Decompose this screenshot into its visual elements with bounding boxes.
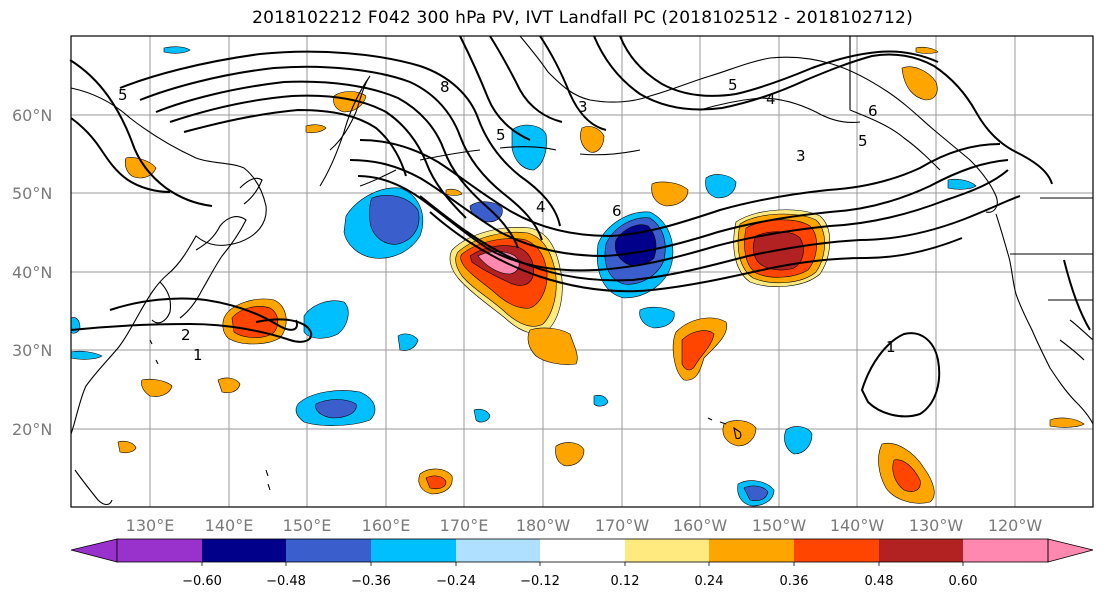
colorbar-tick-8: 0.48	[865, 574, 894, 589]
colorbar-tick-7: 0.36	[780, 574, 809, 589]
colorbar-tick-9: 0.60	[949, 574, 978, 589]
colorbar-tick-1: −0.48	[266, 574, 306, 589]
lon-label-180w: 180°W	[516, 516, 571, 535]
colorbar-seg-10	[963, 539, 1048, 562]
lon-label-130e: 130°E	[126, 516, 175, 535]
lat-label-60n: 60°N	[12, 106, 52, 125]
colorbar-extend-high	[1047, 538, 1094, 563]
map-title: 2018102212 F042 300 hPa PV, IVT Landfall…	[252, 8, 913, 28]
lon-label-140w: 140°W	[830, 516, 885, 535]
contour-label-5d: 5	[728, 76, 738, 94]
contour-label-6b: 6	[868, 102, 878, 120]
colorbar-seg-4	[456, 539, 540, 562]
colorbar-seg-7	[709, 539, 794, 562]
contour-labels: 2 1 3 5 5 6 8 3 4 1 5 5 4 6	[118, 76, 896, 364]
contours	[69, 35, 1091, 418]
contour-label-2: 2	[181, 326, 191, 344]
colorbar-tick-4: −0.12	[520, 574, 560, 589]
lon-label-120w: 120°W	[988, 516, 1043, 535]
contour-label-1b: 1	[886, 338, 896, 356]
colorbar-seg-3	[371, 539, 456, 562]
colorbar-extend-low	[70, 538, 118, 563]
colorbar-seg-5	[540, 539, 625, 562]
colorbar-seg-0	[117, 539, 202, 562]
colorbar-seg-1	[202, 539, 286, 562]
colorbar-tick-2: −0.36	[351, 574, 391, 589]
lon-label-160w: 160°W	[673, 516, 728, 535]
contour-label-1: 1	[193, 346, 203, 364]
lat-label-50n: 50°N	[12, 184, 52, 203]
contour-label-5c: 5	[118, 86, 128, 104]
map-frame	[70, 35, 1094, 508]
lat-label-20n: 20°N	[12, 420, 52, 439]
longitude-labels: 130°E 140°E 150°E 160°E 170°E 180°W 170°…	[126, 516, 1043, 535]
contour-label-5a: 5	[858, 132, 868, 150]
contour-label-3: 3	[796, 147, 806, 165]
colorbar-seg-6	[625, 539, 709, 562]
lon-label-170e: 170°E	[440, 516, 489, 535]
contour-label-3b: 3	[578, 98, 588, 116]
colorbar-tick-5: 0.12	[611, 574, 640, 589]
colorbar-outline	[116, 538, 1049, 563]
colorbar-seg-8	[794, 539, 879, 562]
contour-label-4: 4	[536, 198, 546, 216]
colorbar-tick-6: 0.24	[695, 574, 724, 589]
lat-label-30n: 30°N	[12, 341, 52, 360]
lon-label-170w: 170°W	[595, 516, 650, 535]
colorbar-seg-9	[879, 539, 963, 562]
colorbar-tick-3: −0.24	[436, 574, 476, 589]
lon-label-150w: 150°W	[752, 516, 807, 535]
lat-label-40n: 40°N	[12, 263, 52, 282]
contour-label-5b: 5	[496, 126, 506, 144]
colorbar-tick-0: −0.60	[182, 574, 222, 589]
contour-label-6: 6	[612, 202, 622, 220]
lon-label-150e: 150°E	[283, 516, 332, 535]
contour-label-8: 8	[440, 78, 450, 96]
coastlines	[70, 35, 1094, 506]
latitude-labels: 60°N 50°N 40°N 30°N 20°N	[12, 106, 52, 439]
colorbar-seg-2	[286, 539, 371, 562]
pv-anomaly-shading	[70, 46, 1085, 507]
lon-label-130w: 130°W	[909, 516, 964, 535]
lon-label-160e: 160°E	[362, 516, 411, 535]
lon-label-140e: 140°E	[205, 516, 254, 535]
contour-label-4b: 4	[766, 90, 776, 108]
colorbar: −0.60 −0.48 −0.36 −0.24 −0.12 0.12 0.24 …	[70, 538, 1094, 589]
